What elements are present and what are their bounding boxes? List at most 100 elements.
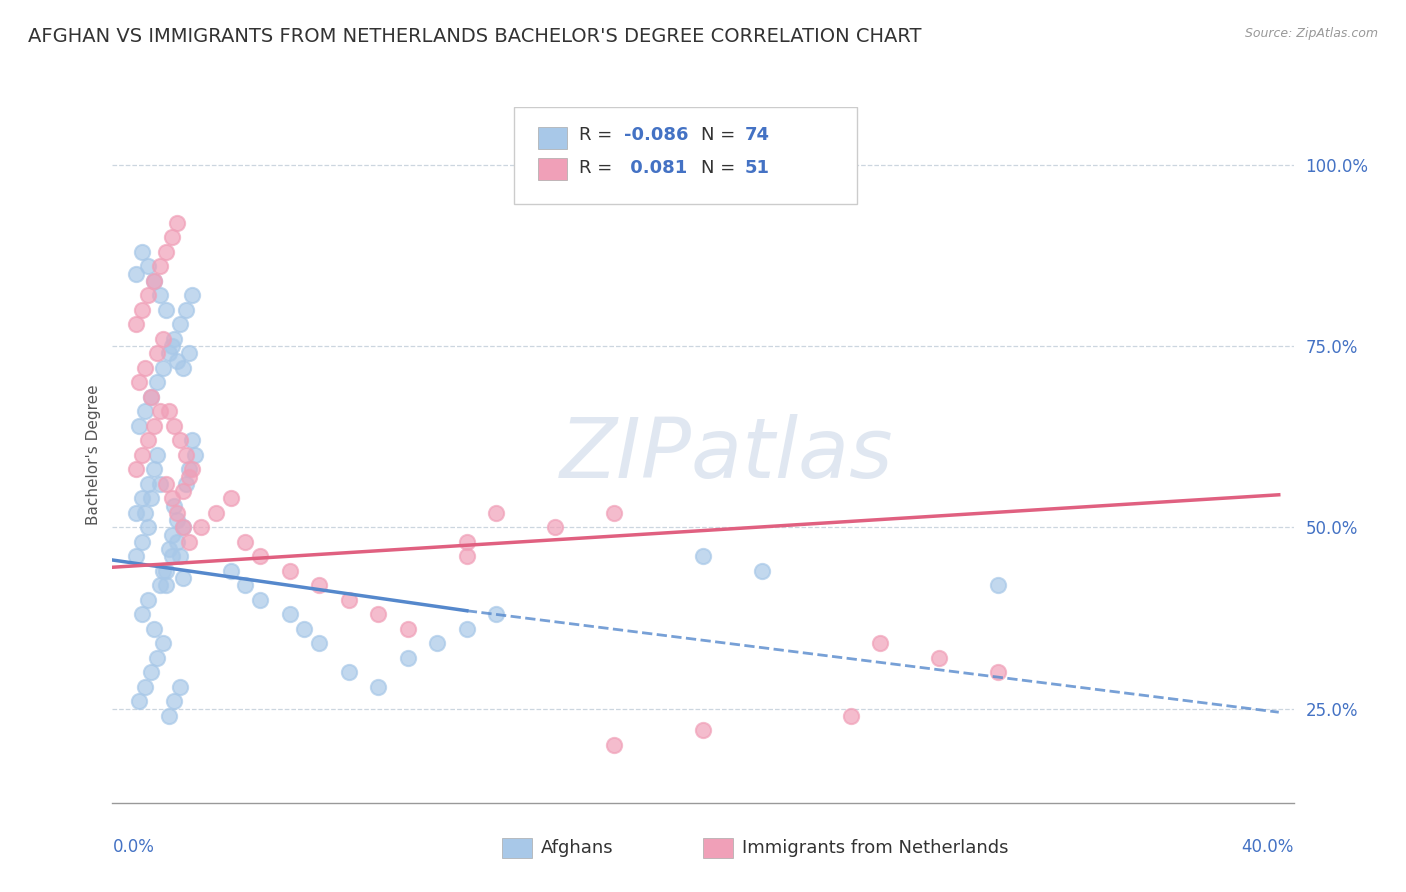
Point — [131, 607, 153, 622]
Text: N =: N = — [700, 160, 741, 178]
Point — [128, 419, 150, 434]
Point — [179, 462, 201, 476]
Point — [157, 708, 180, 723]
Point — [544, 520, 567, 534]
Point — [181, 288, 204, 302]
FancyBboxPatch shape — [515, 107, 856, 204]
Point — [751, 564, 773, 578]
Point — [155, 245, 177, 260]
Point — [367, 680, 389, 694]
Point — [174, 448, 197, 462]
Point — [367, 607, 389, 622]
Point — [149, 288, 172, 302]
Text: 74: 74 — [744, 126, 769, 144]
Point — [134, 404, 156, 418]
Point — [233, 535, 256, 549]
Point — [249, 592, 271, 607]
Point — [131, 491, 153, 506]
Point — [172, 571, 194, 585]
Point — [308, 578, 330, 592]
Point — [172, 520, 194, 534]
Point — [157, 404, 180, 418]
Point — [152, 332, 174, 346]
Point — [179, 535, 201, 549]
FancyBboxPatch shape — [502, 838, 531, 858]
Point — [179, 469, 201, 483]
Point — [163, 419, 186, 434]
Point — [149, 476, 172, 491]
Point — [125, 506, 148, 520]
Point — [163, 499, 186, 513]
Point — [987, 665, 1010, 680]
Point — [172, 484, 194, 499]
Point — [125, 318, 148, 332]
Text: 51: 51 — [744, 160, 769, 178]
Point — [157, 542, 180, 557]
Point — [152, 361, 174, 376]
Point — [131, 535, 153, 549]
Point — [155, 578, 177, 592]
Point — [205, 506, 228, 520]
Point — [426, 636, 449, 650]
Point — [136, 434, 159, 448]
Point — [142, 462, 165, 476]
Text: -0.086: -0.086 — [624, 126, 689, 144]
Point — [174, 476, 197, 491]
Point — [136, 592, 159, 607]
Point — [692, 723, 714, 738]
Point — [172, 361, 194, 376]
Y-axis label: Bachelor's Degree: Bachelor's Degree — [86, 384, 101, 525]
Point — [337, 592, 360, 607]
Point — [396, 651, 419, 665]
Point — [169, 680, 191, 694]
Text: 0.081: 0.081 — [624, 160, 688, 178]
Point — [142, 274, 165, 288]
Point — [692, 549, 714, 564]
Text: Source: ZipAtlas.com: Source: ZipAtlas.com — [1244, 27, 1378, 40]
Point — [142, 419, 165, 434]
Point — [146, 376, 169, 390]
Point — [163, 332, 186, 346]
Point — [139, 390, 162, 404]
Point — [839, 708, 862, 723]
Point — [166, 216, 188, 230]
Point — [125, 549, 148, 564]
Point — [278, 607, 301, 622]
Point — [160, 549, 183, 564]
Point — [139, 390, 162, 404]
Point — [155, 564, 177, 578]
Point — [928, 651, 950, 665]
Point — [869, 636, 891, 650]
Point — [181, 462, 204, 476]
Point — [125, 267, 148, 281]
Point — [174, 303, 197, 318]
Point — [337, 665, 360, 680]
Point — [160, 527, 183, 541]
Text: 40.0%: 40.0% — [1241, 838, 1294, 855]
Point — [166, 535, 188, 549]
Point — [146, 651, 169, 665]
Point — [157, 346, 180, 360]
Point — [131, 245, 153, 260]
Point — [131, 448, 153, 462]
Point — [456, 535, 478, 549]
FancyBboxPatch shape — [537, 127, 567, 149]
Point — [136, 260, 159, 274]
Point — [166, 513, 188, 527]
Point — [146, 346, 169, 360]
Point — [603, 506, 626, 520]
Point — [134, 680, 156, 694]
Point — [603, 738, 626, 752]
Point — [308, 636, 330, 650]
Point — [134, 361, 156, 376]
Text: Afghans: Afghans — [541, 839, 614, 857]
Point — [149, 404, 172, 418]
Text: R =: R = — [579, 160, 619, 178]
Point — [166, 353, 188, 368]
Text: R =: R = — [579, 126, 619, 144]
Point — [160, 339, 183, 353]
Point — [166, 506, 188, 520]
Point — [456, 549, 478, 564]
Point — [152, 636, 174, 650]
Point — [169, 434, 191, 448]
